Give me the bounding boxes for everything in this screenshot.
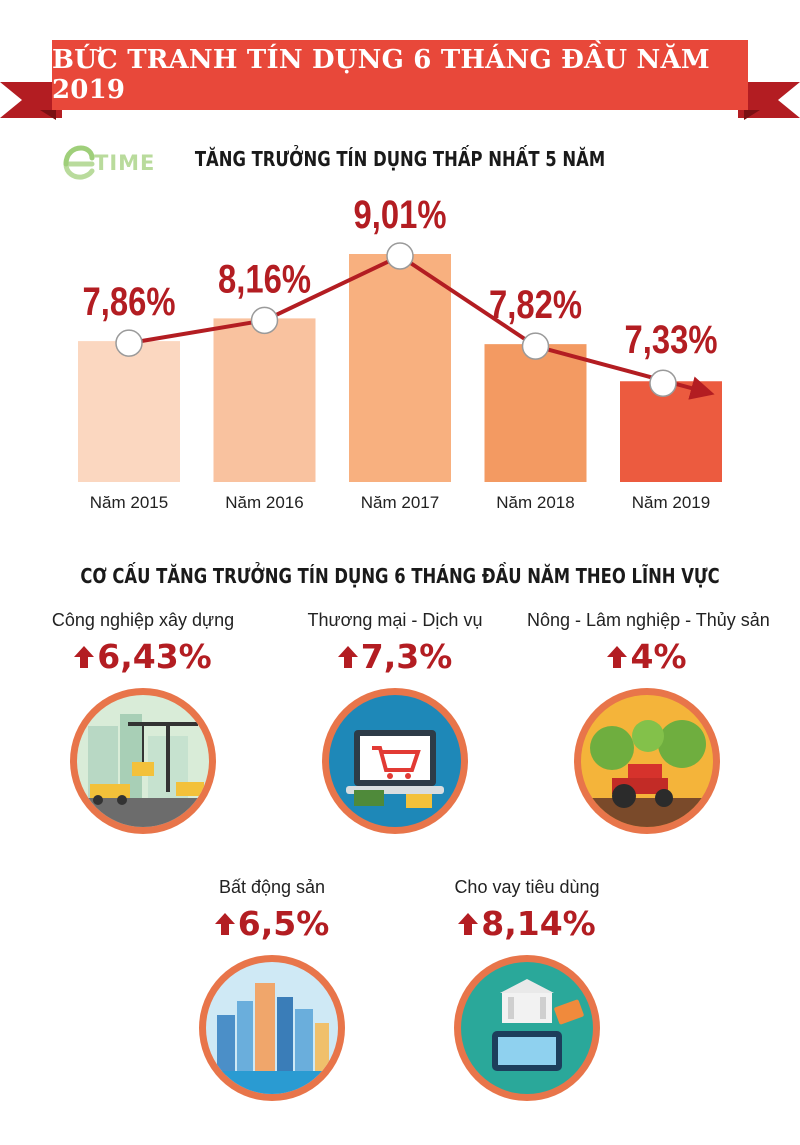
trend-segment-2 xyxy=(398,254,537,348)
sector-value-text: 7,3% xyxy=(360,637,453,676)
sector-name: Bất động sản xyxy=(218,877,326,897)
ribbon-fold-right xyxy=(744,110,760,120)
sector-name: Công nghiệp xây dựng xyxy=(51,610,235,630)
point-marker-4 xyxy=(649,369,677,398)
shopping-cart-illustration xyxy=(322,688,468,834)
sector-value: 8,14% xyxy=(407,904,647,943)
sector-value-text: 8,14% xyxy=(481,904,596,943)
construction-illustration xyxy=(70,688,216,834)
data-label-0: 7,86% xyxy=(83,279,176,324)
bar-1 xyxy=(213,318,316,482)
arrow-up-icon xyxy=(214,912,235,935)
logo-text: TIME xyxy=(94,151,156,175)
tractor-farm-illustration xyxy=(574,688,720,834)
category-label-3: Năm 2018 xyxy=(496,493,574,512)
sector-name: Thương mại - Dịch vụ xyxy=(307,610,483,630)
bank-credit-card-illustration xyxy=(454,955,600,1101)
banner-box: BỨC TRANH TÍN DỤNG 6 THÁNG ĐẦU NĂM 2019 xyxy=(52,40,748,110)
sector-value: 6,5% xyxy=(152,904,392,943)
trend-segment-1 xyxy=(263,254,401,323)
structure-title: CƠ CẤU TĂNG TRƯỞNG TÍN DỤNG 6 THÁNG ĐẦU … xyxy=(80,564,720,588)
category-label-2: Năm 2017 xyxy=(361,493,439,512)
banner-title: BỨC TRANH TÍN DỤNG 6 THÁNG ĐẦU NĂM 2019 xyxy=(52,45,710,105)
point-marker-1 xyxy=(250,306,279,335)
sector-trade-services: Thương mại - Dịch vụ 7,3% xyxy=(275,610,515,841)
data-label-1: 8,16% xyxy=(218,256,311,301)
data-label-2: 9,01% xyxy=(354,192,447,237)
category-label-4: Năm 2019 xyxy=(632,493,710,512)
arrow-up-icon xyxy=(458,912,479,935)
sector-value-text: 4% xyxy=(630,637,687,676)
sector-value: 4% xyxy=(527,637,767,676)
sector-consumer-loans: Cho vay tiêu dùng 8,14% xyxy=(407,877,647,1108)
data-label-3: 7,82% xyxy=(489,282,582,327)
bar-4 xyxy=(620,381,722,482)
sector-agriculture: Nông - Lâm nghiệp - Thủy sản 4% xyxy=(527,610,770,841)
title-banner: BỨC TRANH TÍN DỤNG 6 THÁNG ĐẦU NĂM 2019 xyxy=(0,40,800,120)
category-label-0: Năm 2015 xyxy=(90,493,168,512)
point-marker-0 xyxy=(115,329,143,357)
sector-value-text: 6,43% xyxy=(97,637,212,676)
city-buildings-illustration xyxy=(199,955,345,1101)
ribbon-fold-left xyxy=(40,110,56,120)
bar-2 xyxy=(349,254,451,482)
credit-growth-chart: 7,86% 8,16% 9,01% 7,82% 7,33% Năm 2015 Năm 20… xyxy=(78,192,722,512)
arrow-up-icon xyxy=(607,645,628,668)
sector-value-text: 6,5% xyxy=(237,904,330,943)
sector-name: Cho vay tiêu dùng xyxy=(454,877,600,897)
point-marker-2 xyxy=(386,242,414,270)
chart-title: TĂNG TRƯỞNG TÍN DỤNG THẤP NHẤT 5 NĂM xyxy=(194,147,606,171)
etime-e-icon xyxy=(63,145,95,180)
sector-real-estate: Bất động sản 6,5% xyxy=(152,877,392,1108)
sector-construction: Công nghiệp xây dựng 6,43% xyxy=(23,610,263,841)
etime-logo: TIME xyxy=(58,142,168,182)
arrow-up-icon xyxy=(337,645,358,668)
sector-value: 7,3% xyxy=(275,637,515,676)
point-marker-3 xyxy=(521,332,550,360)
sector-name: Nông - Lâm nghiệp - Thủy sản xyxy=(527,610,770,630)
bar-3 xyxy=(484,344,587,482)
bar-0 xyxy=(78,341,180,482)
trend-segment-0 xyxy=(128,318,265,346)
category-label-1: Năm 2016 xyxy=(225,493,303,512)
arrow-up-icon xyxy=(74,645,95,668)
sector-value: 6,43% xyxy=(23,637,263,676)
data-label-4: 7,33% xyxy=(625,317,718,362)
